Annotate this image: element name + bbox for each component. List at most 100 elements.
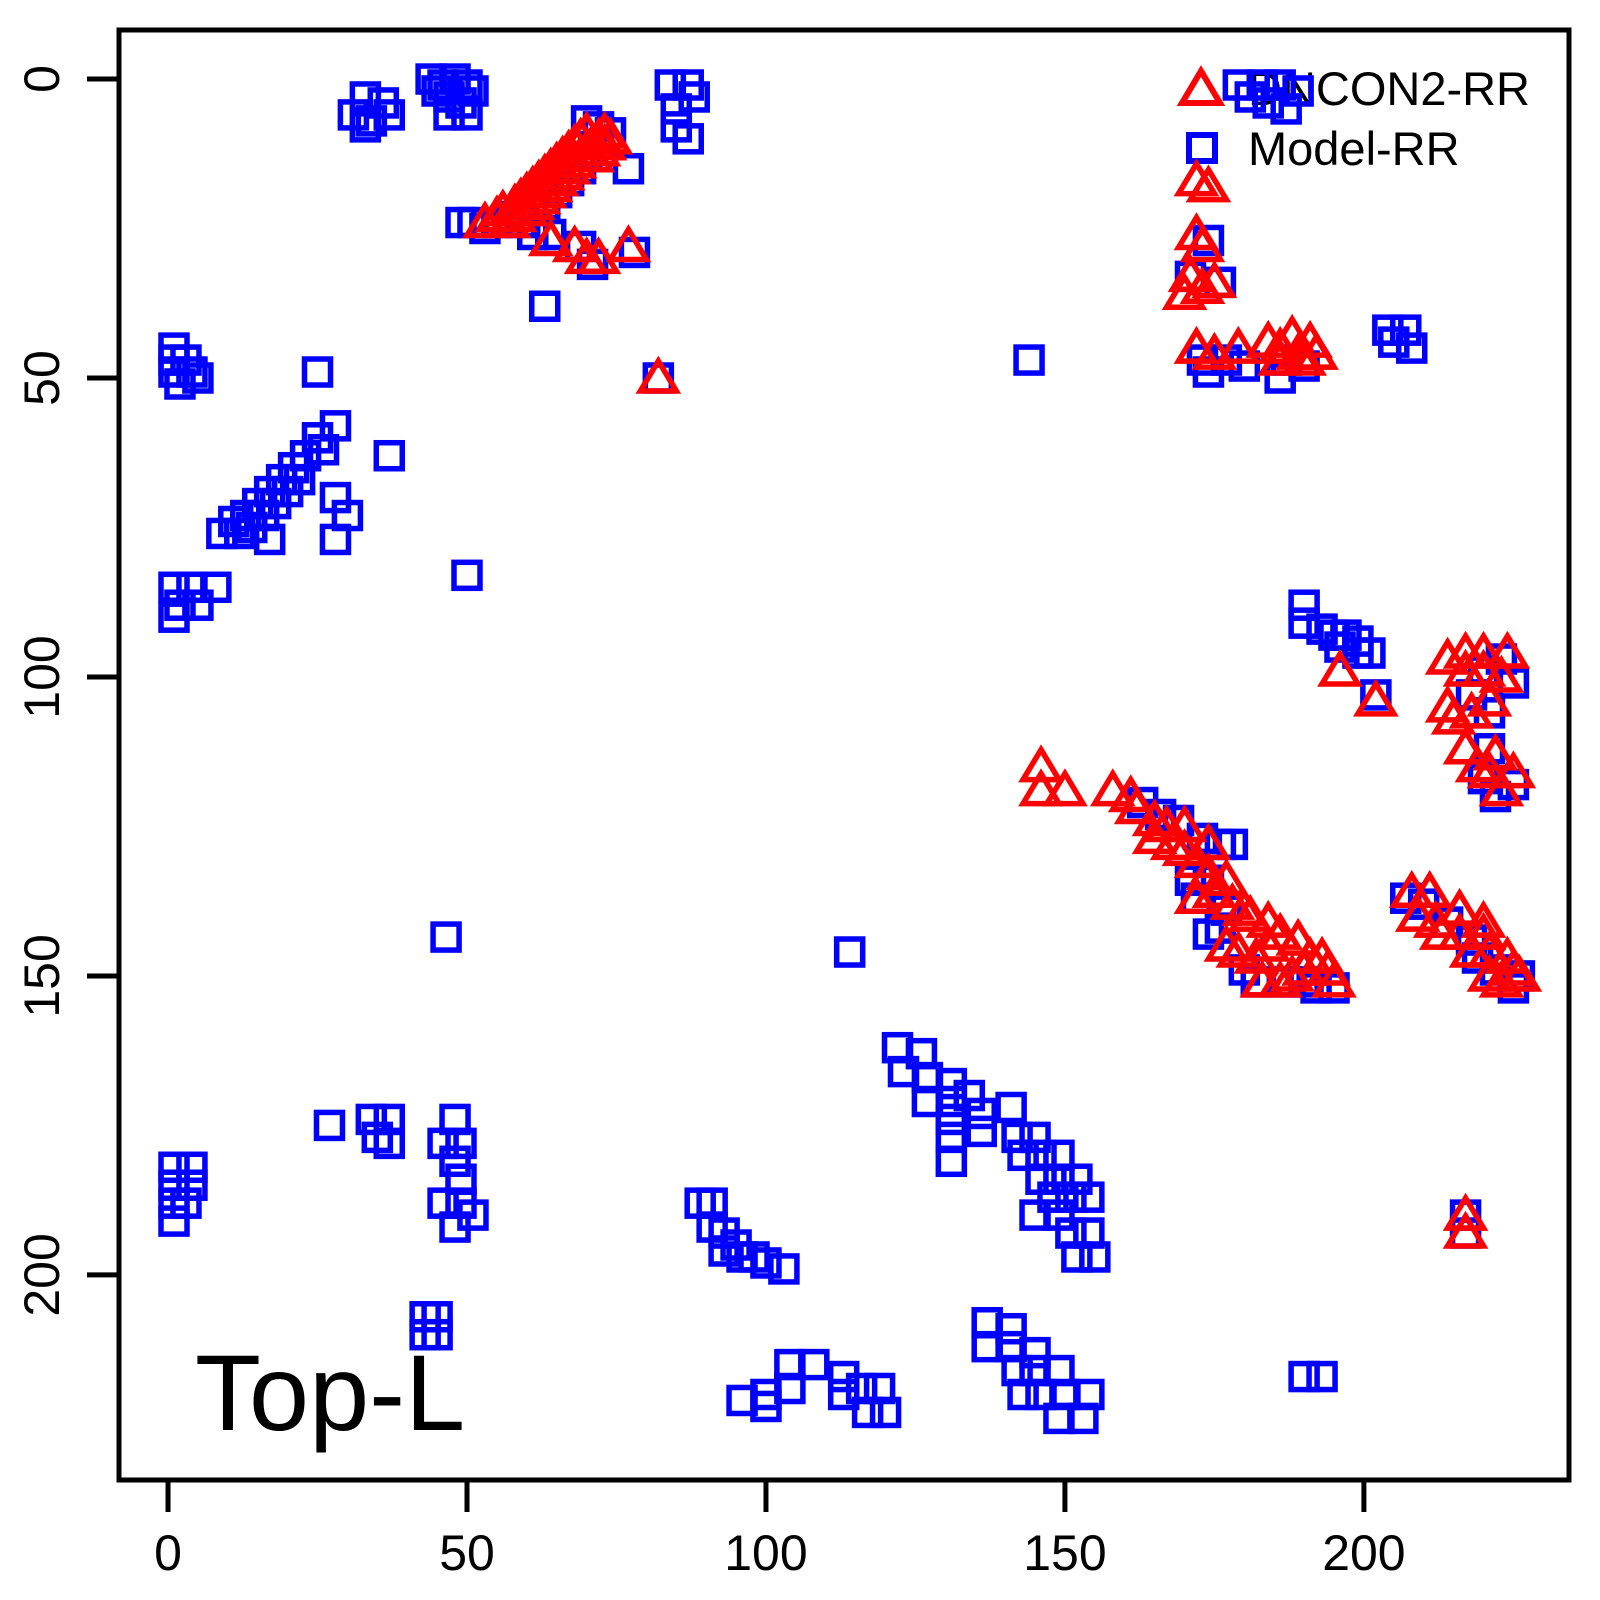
data-point-square [158,601,190,633]
legend-square-icon [1186,132,1218,164]
data-point-square [750,1390,782,1423]
data-point-square [206,517,238,550]
data-point-square [1306,1360,1338,1393]
legend-triangle-icon [1176,65,1226,106]
data-point-triangle [1490,750,1537,789]
data-point-triangle [1179,265,1226,305]
data-point-triangle [1496,953,1543,992]
data-point-square [833,936,866,968]
data-point-square [1007,1378,1039,1411]
data-point-triangle [1311,959,1357,998]
data-point-square [1013,344,1045,376]
data-point-square [1079,1241,1111,1273]
data-point-square [1252,87,1284,119]
data-point-square [851,1396,884,1429]
data-point-square [935,1145,968,1178]
data-point-square [301,356,334,388]
data-point-square [1061,1241,1093,1273]
data-point-square [1019,1336,1051,1369]
data-point-triangle [1442,726,1489,765]
data-point-square [750,1247,782,1279]
data-point-triangle [1089,768,1136,807]
y-axis: 0 50 100 150 200 [14,65,119,1317]
data-point-square [158,1205,190,1237]
data-point-triangle [1466,678,1513,717]
data-point-triangle [1257,337,1304,376]
data-point-square [798,1348,830,1381]
data-point-square [355,1103,388,1136]
data-point-triangle [1436,887,1483,926]
data-point-square [224,517,256,550]
y-tick-label: 100 [14,635,70,718]
data-point-triangle [1113,786,1160,825]
data-point-triangle [1257,325,1304,364]
data-point-square [965,1115,997,1148]
data-point-triangle [1161,804,1208,843]
data-point-square [1001,1121,1033,1154]
data-point-triangle [587,116,634,155]
data-point-square [1395,332,1428,364]
data-point-square [158,1151,190,1184]
data-point-triangle [1478,768,1525,807]
x-tick-label: 200 [1322,1525,1405,1581]
data-point-triangle [1215,325,1262,364]
data-point-square [200,571,232,604]
data-point-triangle [1257,911,1304,950]
data-point-square [158,571,190,604]
annotation-top-l: Top-L [195,1332,465,1453]
x-axis: 0 50 100 150 200 [154,1480,1406,1581]
x-tick-label: 50 [439,1525,495,1581]
y-tick-label: 150 [14,934,70,1017]
data-point-square [182,362,214,394]
data-point-square [430,921,462,953]
y-tick-label: 0 [14,65,70,93]
data-point-triangle [1394,893,1441,932]
data-point-square [612,152,645,185]
data-point-square [433,99,465,131]
data-point-triangle [1131,816,1178,855]
data-point-triangle [1275,917,1321,956]
data-point-square [1324,631,1356,663]
model-rr-points [158,63,1536,1435]
data-point-triangle [1448,690,1495,729]
data-point-square [935,1103,968,1136]
data-point-square [253,523,286,556]
data-point-triangle [1460,648,1507,687]
data-point-triangle [1042,768,1088,807]
data-point-triangle [1442,1210,1489,1249]
data-point-triangle [1191,869,1238,908]
data-point-triangle [1018,744,1064,783]
data-point-triangle [1466,929,1513,968]
data-point-square [164,368,196,400]
data-point-triangle [1227,893,1274,932]
data-point-square [445,1127,477,1160]
data-point-triangle [1293,331,1339,370]
data-point-square [313,1109,346,1142]
y-tick-label: 50 [14,350,70,406]
data-point-square [1288,589,1320,621]
data-point-square [1378,326,1410,358]
data-point-square [307,434,340,466]
data-point-triangle [1161,271,1208,311]
data-point-triangle [1424,636,1471,675]
legend-label-model: Model-RR [1248,122,1460,175]
data-point-square [1067,1402,1099,1435]
data-point-triangle [1179,224,1226,263]
data-point-square [672,123,704,155]
data-point-triangle [1353,678,1399,717]
data-point-square [1234,81,1267,113]
data-point-triangle [1466,750,1513,789]
data-point-square [1354,637,1386,669]
data-point-square [373,439,406,472]
data-point-triangle [527,218,574,257]
data-point-square [349,111,382,143]
data-point-triangle [1478,959,1525,998]
data-point-triangle [1215,929,1262,968]
data-point-square [421,1318,453,1351]
data-point-square [1073,1181,1105,1213]
data-point-triangle [1460,899,1507,938]
data-point-square [660,93,693,125]
data-point-triangle [1281,337,1327,376]
